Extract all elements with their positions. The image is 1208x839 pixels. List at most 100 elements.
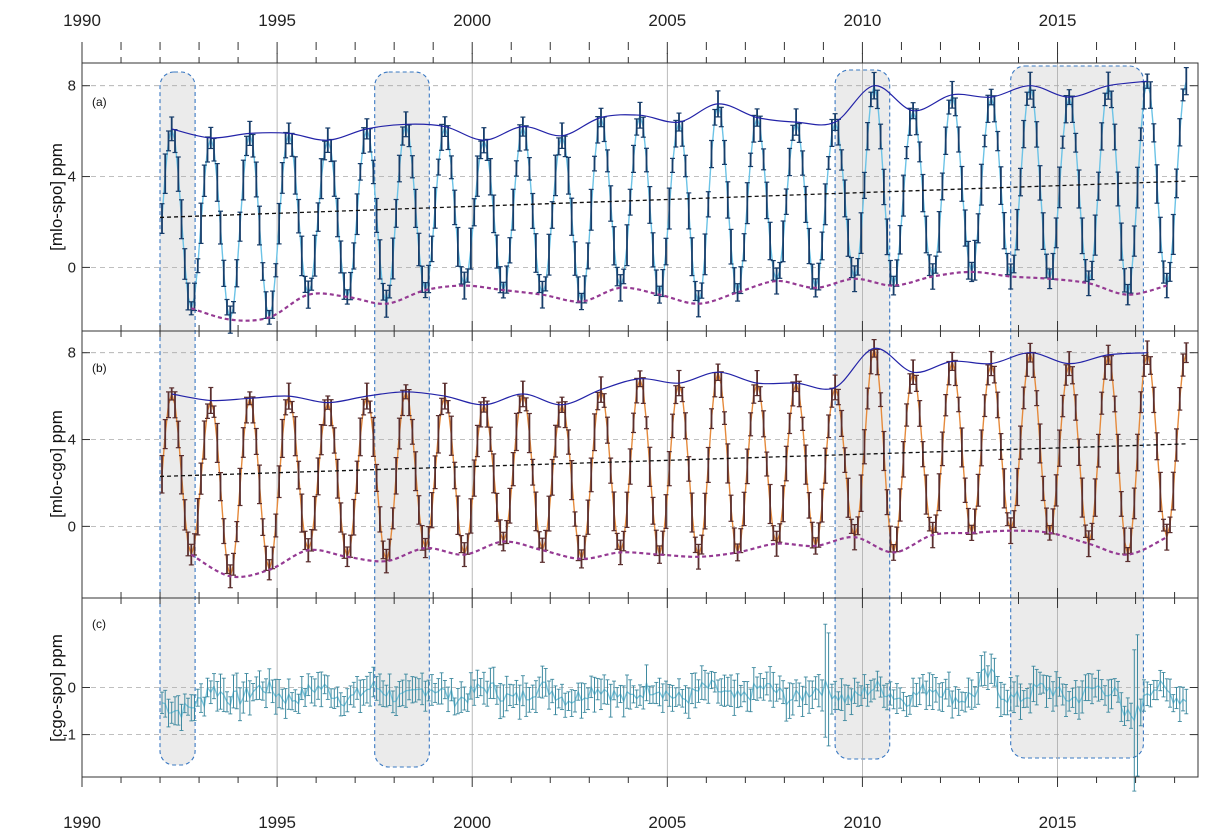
error-bar bbox=[826, 156, 832, 170]
error-bar bbox=[940, 682, 945, 712]
error-bar bbox=[393, 198, 399, 228]
error-bar bbox=[1151, 386, 1157, 414]
error-bar bbox=[1112, 678, 1117, 697]
error-bar bbox=[599, 678, 603, 711]
error-bar bbox=[1096, 669, 1101, 702]
error-bar bbox=[211, 405, 217, 418]
error-bar bbox=[201, 164, 207, 197]
x-tick-label-bottom: 2015 bbox=[1039, 813, 1077, 832]
error-bar bbox=[725, 676, 730, 706]
error-bar bbox=[855, 681, 860, 707]
error-bar bbox=[549, 458, 555, 496]
error-bar bbox=[289, 400, 295, 414]
error-bar bbox=[579, 682, 584, 719]
error-bar bbox=[858, 474, 864, 512]
error-bar bbox=[240, 159, 246, 201]
error-bar bbox=[533, 491, 539, 532]
error-bar bbox=[1168, 678, 1172, 708]
error-bar bbox=[845, 218, 851, 257]
error-bar bbox=[764, 451, 770, 477]
error-bar bbox=[419, 524, 425, 551]
error-bar bbox=[728, 228, 734, 265]
error-bar bbox=[494, 685, 499, 705]
error-bar bbox=[1141, 354, 1147, 377]
error-bar bbox=[1180, 353, 1186, 377]
error-bar bbox=[214, 163, 220, 202]
error-bar bbox=[455, 687, 460, 715]
x-tick-label-top: 2000 bbox=[453, 11, 491, 30]
error-bar bbox=[862, 674, 867, 699]
error-bar bbox=[926, 516, 932, 532]
error-bar bbox=[263, 291, 269, 319]
error-bar bbox=[312, 495, 318, 531]
error-bar bbox=[1106, 679, 1111, 713]
error-bar bbox=[429, 674, 434, 706]
highlight-period-2 bbox=[374, 71, 430, 768]
error-bar bbox=[809, 521, 815, 549]
error-bar bbox=[621, 268, 627, 285]
error-bar bbox=[861, 171, 867, 199]
error-bar bbox=[296, 460, 302, 490]
error-bar bbox=[179, 455, 184, 495]
error-bar bbox=[390, 507, 396, 530]
error-bar bbox=[420, 672, 425, 706]
error-bar bbox=[995, 391, 1001, 419]
error-bar bbox=[592, 676, 597, 713]
error-bar bbox=[589, 675, 594, 699]
error-bar bbox=[1131, 487, 1137, 520]
error-bar bbox=[560, 683, 564, 711]
error-bar bbox=[663, 237, 669, 266]
error-bar bbox=[855, 258, 861, 276]
error-bar bbox=[962, 477, 968, 503]
error-bar bbox=[878, 123, 884, 150]
error-bar bbox=[530, 192, 536, 229]
x-tick-label-top: 2005 bbox=[648, 11, 686, 30]
error-bar bbox=[787, 412, 793, 435]
error-bar bbox=[819, 231, 825, 261]
error-bar bbox=[845, 477, 851, 518]
error-bar bbox=[471, 198, 477, 227]
error-bar bbox=[370, 159, 376, 185]
error-bar bbox=[163, 689, 168, 718]
error-bar bbox=[865, 121, 871, 151]
error-bar bbox=[836, 691, 841, 711]
error-bar bbox=[387, 673, 392, 707]
error-bar bbox=[608, 185, 614, 222]
error-bar bbox=[657, 677, 662, 707]
error-bar bbox=[380, 282, 386, 301]
error-bar bbox=[810, 680, 815, 709]
error-bar bbox=[1021, 386, 1027, 410]
error-bar bbox=[1004, 252, 1010, 276]
error-bar bbox=[377, 239, 383, 280]
error-bar bbox=[664, 680, 668, 701]
error-bar bbox=[683, 154, 688, 178]
error-bar bbox=[439, 672, 444, 705]
error-bar bbox=[982, 134, 988, 148]
error-bar bbox=[1164, 523, 1170, 551]
error-bar bbox=[448, 415, 454, 456]
error-bar bbox=[409, 155, 415, 179]
error-bar bbox=[166, 391, 171, 419]
error-bar bbox=[894, 683, 899, 714]
error-bar bbox=[650, 232, 656, 268]
error-bar bbox=[1161, 260, 1166, 284]
error-bar bbox=[1063, 364, 1069, 386]
error-bar bbox=[497, 519, 503, 546]
error-bar bbox=[179, 199, 184, 240]
error-bar bbox=[575, 534, 581, 562]
error-bar bbox=[673, 687, 678, 707]
error-bar bbox=[1116, 680, 1120, 703]
error-bar bbox=[357, 163, 363, 181]
error-bar bbox=[1177, 387, 1183, 411]
error-bar bbox=[166, 698, 171, 728]
error-bar bbox=[822, 183, 828, 226]
series-line bbox=[161, 667, 1187, 722]
error-bar bbox=[816, 262, 822, 291]
error-bar bbox=[1099, 679, 1104, 701]
error-bar bbox=[748, 152, 754, 168]
error-bar bbox=[914, 682, 919, 708]
error-bar bbox=[487, 426, 493, 452]
error-bar bbox=[513, 160, 519, 177]
error-bar bbox=[897, 488, 903, 522]
